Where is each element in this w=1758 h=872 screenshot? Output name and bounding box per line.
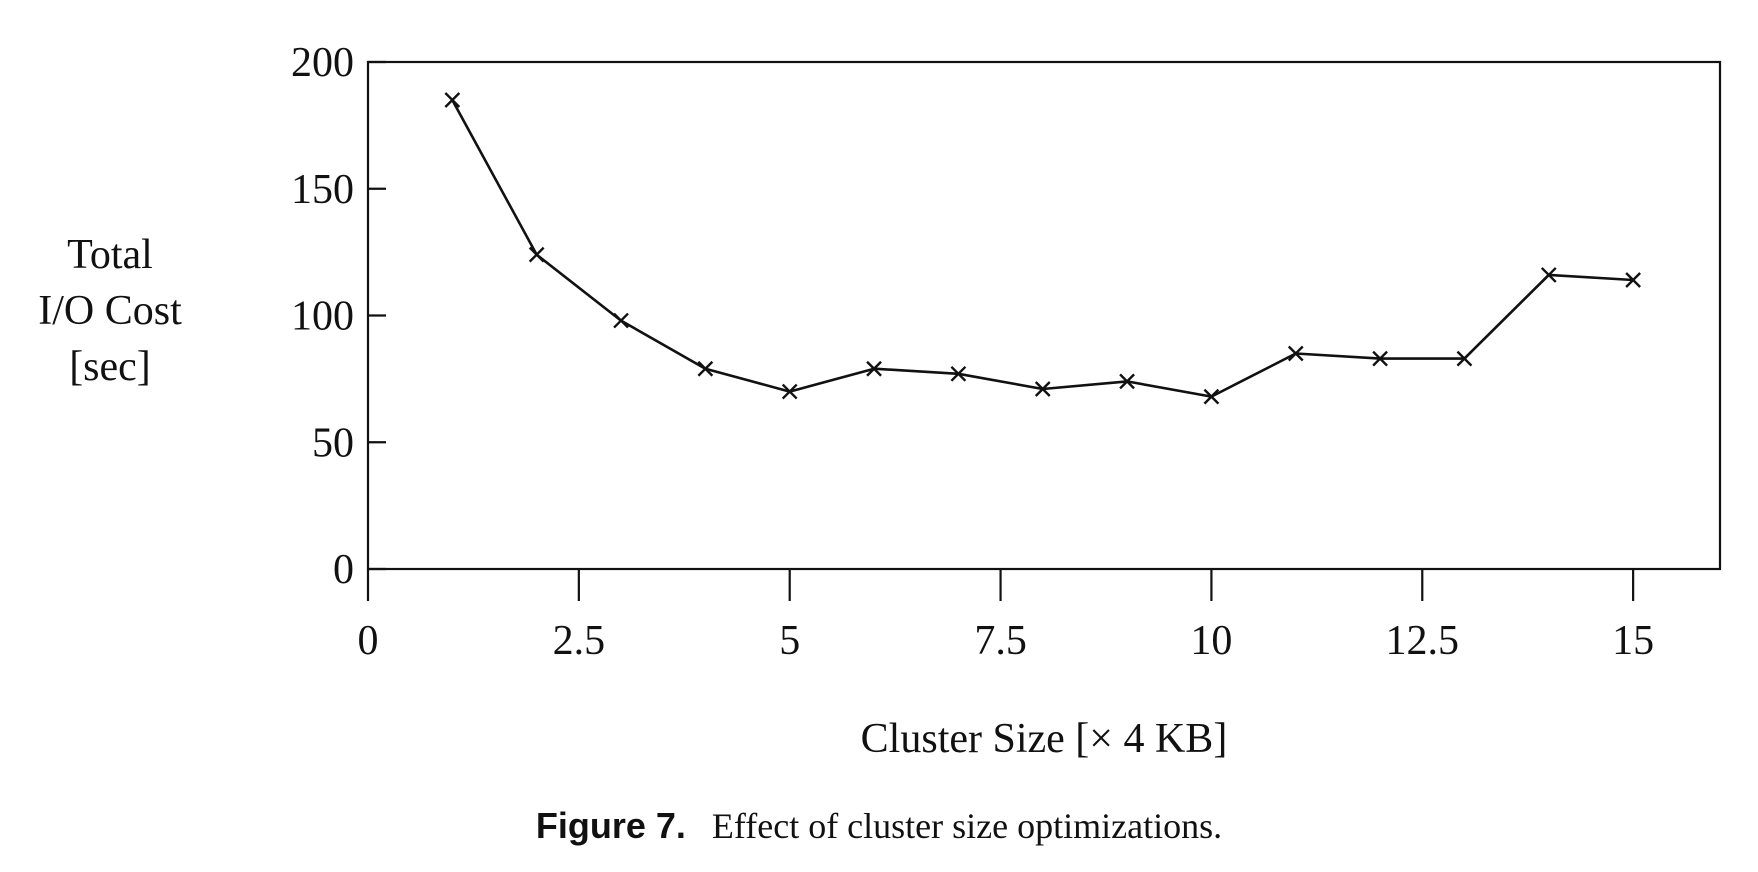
data-point bbox=[1540, 267, 1557, 283]
y-tick-label: 100 bbox=[291, 294, 354, 340]
series-line bbox=[451, 99, 1634, 398]
data-point bbox=[1203, 388, 1220, 405]
x-tick-label: 15 bbox=[1612, 618, 1654, 664]
y-axis-title-line: I/O Cost bbox=[38, 288, 182, 334]
caption-text: Effect of cluster size optimizations. bbox=[711, 806, 1223, 846]
caption-label: Figure 7. bbox=[535, 805, 686, 846]
data-point bbox=[444, 92, 461, 108]
x-tick-label: 2.5 bbox=[553, 618, 606, 664]
data-point bbox=[613, 312, 629, 329]
data-point bbox=[1119, 373, 1135, 390]
data-point bbox=[866, 360, 882, 377]
y-axis: 0 50 100 150 200 bbox=[291, 40, 386, 593]
y-axis-title: Total I/O Cost [sec] bbox=[38, 232, 182, 390]
y-tick-label: 150 bbox=[291, 167, 354, 213]
data-point bbox=[1625, 272, 1641, 288]
x-tick-label: 5 bbox=[779, 618, 800, 664]
data-point bbox=[528, 246, 545, 263]
data-point bbox=[781, 383, 798, 400]
data-point bbox=[1287, 345, 1304, 362]
x-axis: 0 2.5 5 7.5 10 12.5 15 bbox=[358, 569, 1654, 664]
plot-frame bbox=[366, 60, 1722, 571]
data-point bbox=[697, 360, 714, 377]
x-tick-label: 0 bbox=[358, 618, 379, 664]
series-markers bbox=[444, 92, 1641, 405]
data-point bbox=[950, 365, 967, 382]
x-tick-label: 10 bbox=[1190, 618, 1232, 664]
x-tick-label: 12.5 bbox=[1386, 618, 1460, 664]
x-tick-label: 7.5 bbox=[974, 618, 1027, 664]
figure-caption: Figure 7. Effect of cluster size optimiza… bbox=[0, 805, 1758, 847]
y-axis-title-line: [sec] bbox=[69, 344, 151, 390]
x-axis-title: Cluster Size [× 4 KB] bbox=[861, 716, 1228, 762]
data-point bbox=[1456, 350, 1473, 367]
y-tick-label: 50 bbox=[312, 420, 354, 466]
y-axis-title-line: Total bbox=[67, 232, 153, 278]
y-tick-label: 200 bbox=[291, 40, 354, 86]
data-point bbox=[1372, 350, 1388, 367]
y-tick-label: 0 bbox=[333, 547, 354, 593]
data-point bbox=[1034, 381, 1051, 397]
